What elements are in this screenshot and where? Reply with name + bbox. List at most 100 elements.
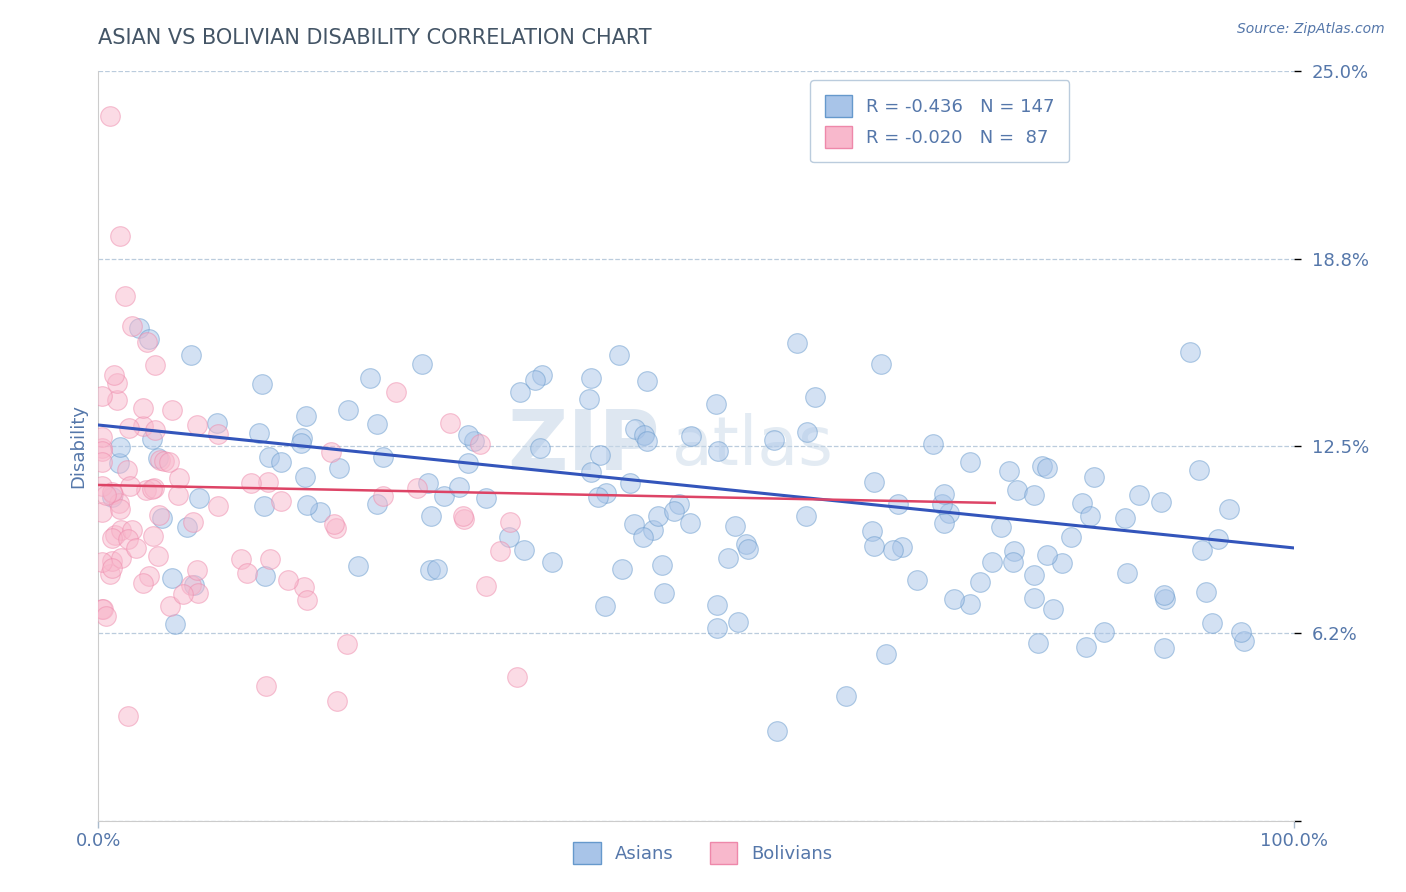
- Point: [704, 397, 727, 411]
- Point: [887, 497, 910, 511]
- Point: [891, 541, 914, 555]
- Point: [336, 637, 359, 651]
- Point: [146, 451, 169, 466]
- Point: [270, 454, 292, 468]
- Point: [523, 373, 546, 387]
- Point: [186, 563, 208, 577]
- Point: [101, 560, 124, 574]
- Point: [385, 385, 408, 400]
- Point: [94, 487, 117, 501]
- Point: [153, 453, 176, 467]
- Point: [420, 509, 443, 524]
- Point: [1004, 544, 1026, 558]
- Point: [506, 670, 529, 684]
- Point: [110, 523, 132, 537]
- Point: [1022, 591, 1045, 605]
- Point: [1178, 345, 1201, 359]
- Point: [882, 543, 904, 558]
- Point: [93, 602, 115, 616]
- Point: [509, 384, 531, 399]
- Legend: R = -0.436   N = 147, R = -0.020   N =  87: R = -0.436 N = 147, R = -0.020 N = 87: [810, 80, 1070, 162]
- Point: [150, 511, 173, 525]
- Text: atlas: atlas: [672, 413, 832, 479]
- Point: [668, 497, 690, 511]
- Point: [346, 558, 368, 573]
- Point: [145, 358, 167, 372]
- Point: [136, 334, 159, 349]
- Point: [101, 531, 124, 545]
- Point: [240, 476, 263, 491]
- Point: [1153, 588, 1175, 602]
- Point: [98, 109, 122, 123]
- Point: [121, 319, 143, 334]
- Point: [1052, 556, 1074, 570]
- Point: [706, 598, 728, 612]
- Point: [236, 566, 259, 580]
- Point: [499, 515, 522, 529]
- Point: [470, 437, 492, 451]
- Point: [167, 471, 190, 485]
- Point: [707, 444, 730, 458]
- Point: [457, 428, 479, 442]
- Point: [96, 608, 118, 623]
- Point: [254, 679, 277, 693]
- Point: [647, 509, 669, 524]
- Point: [607, 348, 630, 362]
- Point: [662, 504, 685, 518]
- Point: [735, 537, 758, 551]
- Point: [1074, 640, 1097, 654]
- Point: [1195, 585, 1218, 599]
- Point: [117, 708, 139, 723]
- Point: [277, 574, 299, 588]
- Point: [323, 517, 346, 532]
- Point: [98, 567, 121, 582]
- Point: [997, 464, 1019, 478]
- Point: [104, 527, 127, 541]
- Point: [488, 544, 510, 558]
- Point: [101, 491, 124, 505]
- Point: [290, 436, 312, 450]
- Point: [959, 598, 981, 612]
- Point: [247, 425, 270, 440]
- Point: [1036, 460, 1059, 475]
- Point: [252, 376, 274, 391]
- Point: [91, 430, 114, 444]
- Point: [91, 389, 114, 403]
- Point: [117, 463, 139, 477]
- Point: [229, 552, 252, 566]
- Point: [959, 455, 981, 469]
- Point: [294, 470, 316, 484]
- Point: [1022, 567, 1045, 582]
- Point: [498, 530, 520, 544]
- Point: [125, 541, 148, 555]
- Point: [581, 465, 603, 479]
- Point: [359, 371, 381, 385]
- Point: [135, 483, 157, 497]
- Point: [1036, 548, 1059, 562]
- Point: [474, 579, 496, 593]
- Point: [253, 499, 276, 513]
- Point: [180, 348, 202, 362]
- Point: [981, 555, 1004, 569]
- Point: [405, 481, 427, 495]
- Point: [453, 512, 475, 526]
- Point: [529, 442, 551, 456]
- Legend: Asians, Bolivians: Asians, Bolivians: [560, 828, 846, 879]
- Point: [1060, 530, 1083, 544]
- Point: [118, 478, 141, 492]
- Point: [863, 475, 886, 489]
- Point: [172, 587, 194, 601]
- Point: [1070, 496, 1092, 510]
- Point: [737, 541, 759, 556]
- Point: [295, 409, 318, 423]
- Point: [990, 519, 1012, 533]
- Point: [180, 578, 202, 592]
- Point: [1201, 616, 1223, 631]
- Point: [108, 440, 131, 454]
- Point: [142, 481, 165, 495]
- Point: [1153, 640, 1175, 655]
- Point: [426, 562, 449, 576]
- Point: [1026, 636, 1049, 650]
- Point: [531, 368, 554, 382]
- Point: [612, 562, 634, 576]
